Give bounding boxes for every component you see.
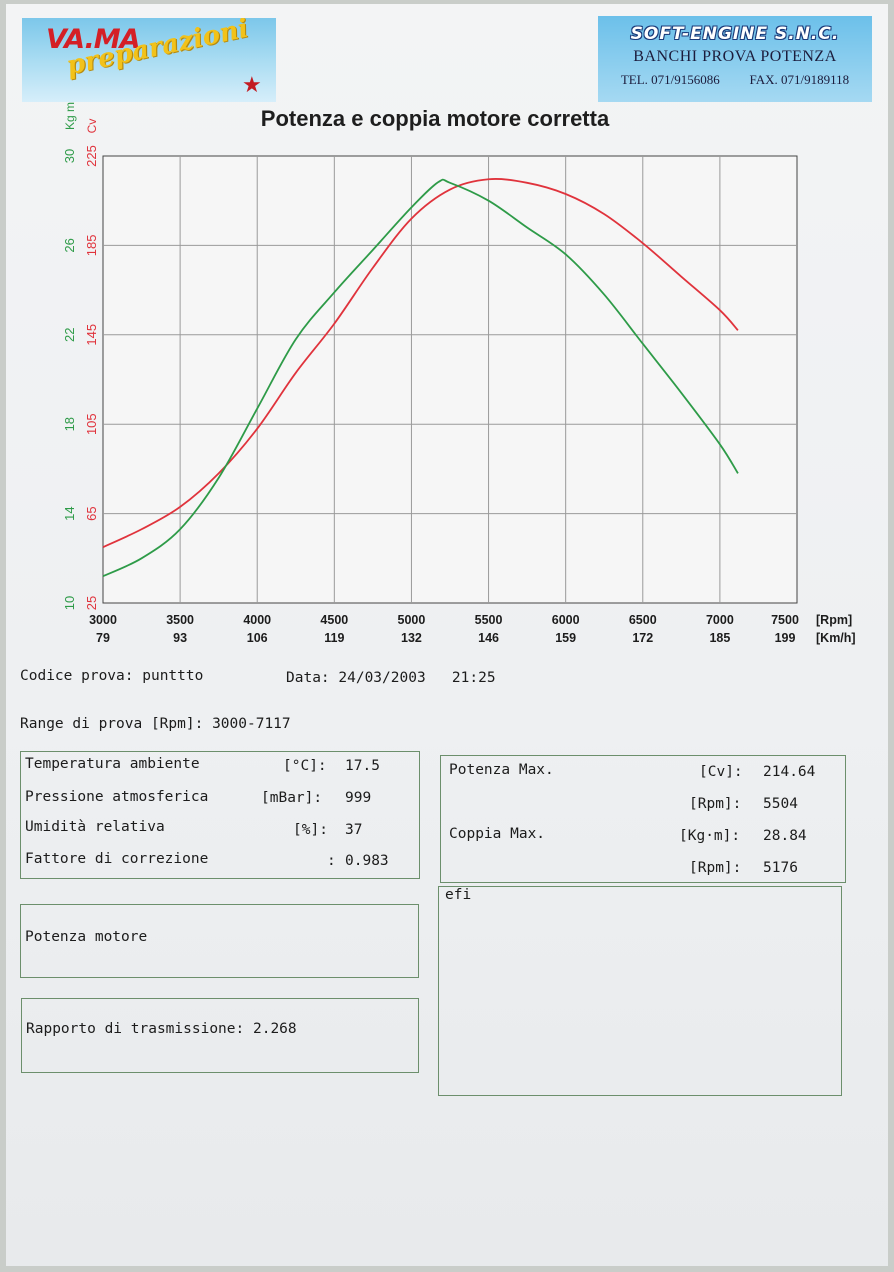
x-tick-rpm: 7000	[706, 613, 734, 627]
transmission-row: Rapporto di trasmissione: 2.268	[26, 1021, 297, 1037]
correction-value: 0.983	[345, 853, 389, 869]
test-code-label: Codice prova:	[20, 668, 134, 684]
test-date-label: Data:	[286, 670, 330, 686]
transmission-value: 2.268	[252, 1021, 297, 1037]
x-tick-kmh: 79	[96, 631, 110, 645]
torque-max-unit: [Kg·m]:	[679, 828, 741, 844]
test-time-value: 21:25	[451, 670, 496, 686]
y-tick-torque: 26	[62, 238, 77, 252]
plot-area	[102, 155, 798, 604]
x-tick-kmh: 119	[324, 631, 344, 645]
temp-label: Temperatura ambiente	[25, 756, 200, 772]
torque-curve	[102, 178, 739, 577]
x-tick-rpm: 3000	[89, 613, 117, 627]
correction-unit: :	[327, 853, 336, 869]
series-lines	[102, 178, 739, 577]
star-emblem-icon: ★	[242, 72, 262, 97]
pressure-unit: [mBar]:	[261, 790, 323, 806]
x-tick-kmh: 106	[247, 631, 268, 645]
conditions-box: Temperatura ambiente [°C]: 17.5 Pression…	[20, 751, 420, 879]
contact-line: TEL. 071/9156086 FAX. 071/9189118	[598, 72, 872, 88]
test-code-value: punttto	[142, 668, 204, 684]
x-tick-kmh: 159	[555, 631, 576, 645]
torque-max-label: Coppia Max.	[449, 826, 546, 842]
x-tick-rpm: 6000	[552, 613, 580, 627]
tel-number: TEL. 071/9156086	[620, 72, 720, 87]
correction-label: Fattore di correzione	[25, 851, 209, 867]
y-tick-power: 185	[84, 235, 99, 257]
x-tick-rpm: 6500	[629, 613, 657, 627]
torque-rpm-unit: [Rpm]:	[689, 860, 742, 876]
y-tick-torque: 22	[62, 328, 77, 342]
y-tick-power: 65	[84, 506, 99, 520]
engine-power-box: Potenza motore	[20, 904, 419, 978]
y-tick-power: 105	[84, 413, 99, 435]
x-tick-kmh: 185	[709, 631, 730, 645]
soft-engine-subtitle: BANCHI PROVA POTENZA	[633, 48, 837, 65]
pressure-label: Pressione atmosferica	[25, 789, 209, 805]
test-range-label: Range di prova [Rpm]:	[20, 716, 204, 732]
power-max-value: 214.64	[763, 764, 816, 780]
x-tick-rpm: 7500	[771, 613, 799, 627]
test-code-row: Codice prova: punttto	[20, 668, 203, 684]
x-tick-rpm: 4000	[243, 613, 271, 627]
fax-number: FAX. 071/9189118	[749, 72, 850, 87]
torque-rpm-value: 5176	[763, 860, 798, 876]
transmission-box: Rapporto di trasmissione: 2.268	[21, 998, 419, 1073]
soft-engine-logo: SOFT-ENGINE S.N.C. BANCHI PROVA POTENZA …	[598, 16, 872, 102]
test-range-row: Range di prova [Rpm]: 3000-7117	[20, 716, 291, 732]
humidity-label: Umidità relativa	[25, 819, 165, 835]
test-date-value: 24/03/2003	[338, 670, 426, 686]
x-tick-kmh: 93	[173, 631, 187, 645]
y-tick-torque: 30	[62, 149, 77, 163]
y-axis-label-power: Cv	[85, 119, 99, 134]
y-axis-label-torque: Kg m	[63, 102, 77, 130]
power-curve	[102, 178, 739, 548]
y-tick-torque: 18	[62, 417, 77, 431]
x-tick-rpm: 5500	[475, 613, 503, 627]
soft-engine-brand: SOFT-ENGINE S.N.C.	[630, 24, 840, 44]
grid-lines	[103, 156, 797, 603]
transmission-label: Rapporto di trasmissione:	[26, 1021, 245, 1037]
engine-power-label: Potenza motore	[25, 929, 148, 945]
x-tick-rpm: 4500	[320, 613, 348, 627]
max-values-box: Potenza Max. [Cv]: 214.64 [Rpm]: 5504 Co…	[440, 755, 846, 883]
pressure-value: 999	[345, 790, 372, 806]
notes-box: efi	[438, 886, 842, 1096]
x-tick-rpm: 5000	[398, 613, 426, 627]
power-max-unit: [Cv]:	[699, 764, 743, 780]
x-axis-ticks: 3000 79 3500 93 4000 106 4500 119 5000 132 5500 146…	[89, 613, 855, 645]
y-tick-power: 225	[84, 145, 99, 167]
notes-text: efi	[445, 887, 472, 903]
y-tick-power: 25	[84, 596, 99, 610]
power-rpm-value: 5504	[763, 796, 798, 812]
torque-max-value: 28.84	[763, 828, 807, 844]
y-tick-torque: 14	[62, 506, 77, 520]
test-date-row: Data: 24/03/2003 21:25	[286, 670, 496, 686]
power-rpm-unit: [Rpm]:	[689, 796, 742, 812]
y-tick-torque: 10	[62, 596, 77, 610]
x-tick-rpm: 3500	[166, 613, 194, 627]
temp-unit: [°C]:	[283, 758, 327, 774]
y-tick-power: 145	[84, 324, 99, 346]
x-unit-rpm: [Rpm]	[816, 613, 852, 627]
vama-logo: VA.MA preparazioni ★	[22, 18, 276, 102]
x-tick-kmh: 132	[401, 631, 422, 645]
chart-title: Potenza e coppia motore corretta	[260, 106, 610, 131]
temp-value: 17.5	[345, 758, 380, 774]
y-axis-ticks: 10 25 14 65 18 105 22 145 26 185 30 225 Kg m Cv	[62, 102, 99, 610]
x-tick-kmh: 172	[632, 631, 653, 645]
humidity-unit: [%]:	[293, 822, 328, 838]
humidity-value: 37	[345, 822, 363, 838]
x-tick-kmh: 199	[775, 631, 796, 645]
x-tick-kmh: 146	[478, 631, 499, 645]
vama-brand-text: VA.MA	[46, 24, 140, 55]
power-max-label: Potenza Max.	[449, 762, 554, 778]
x-unit-kmh: [Km/h]	[816, 631, 856, 645]
dyno-chart: 10 25 14 65 18 105 22 145 26 185 30 225 Kg m Cv 3000 7…	[62, 102, 856, 645]
test-range-value: 3000-7117	[212, 716, 291, 732]
